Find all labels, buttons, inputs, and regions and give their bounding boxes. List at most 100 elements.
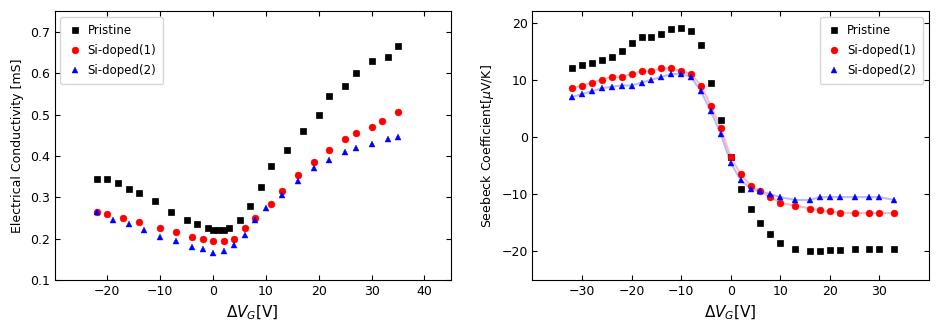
Pristine bbox=[112, 181, 123, 185]
Si-doped(2) bbox=[775, 195, 786, 199]
Si-doped(2) bbox=[139, 228, 150, 232]
Pristine bbox=[224, 226, 235, 230]
Si-doped(1) bbox=[596, 78, 607, 82]
Si-doped(1) bbox=[805, 206, 816, 210]
Si-doped(2) bbox=[824, 195, 836, 199]
Pristine bbox=[244, 203, 256, 207]
Pristine bbox=[392, 44, 403, 48]
Si-doped(2) bbox=[849, 195, 860, 199]
Si-doped(1) bbox=[196, 237, 208, 241]
Si-doped(1) bbox=[154, 226, 165, 230]
Si-doped(1) bbox=[735, 172, 746, 176]
Pristine bbox=[606, 55, 618, 59]
Si-doped(1) bbox=[239, 226, 250, 230]
Si-doped(2) bbox=[123, 222, 134, 226]
Si-doped(1) bbox=[864, 211, 875, 215]
Si-doped(2) bbox=[228, 243, 240, 247]
Pristine bbox=[313, 113, 324, 117]
Si-doped(1) bbox=[725, 155, 736, 159]
Si-doped(1) bbox=[366, 125, 377, 129]
Pristine bbox=[133, 191, 145, 195]
Si-doped(2) bbox=[705, 109, 716, 113]
Si-doped(2) bbox=[744, 186, 756, 190]
Si-doped(1) bbox=[755, 189, 766, 193]
Pristine bbox=[864, 247, 875, 251]
Pristine bbox=[685, 29, 697, 33]
Si-doped(2) bbox=[308, 166, 320, 170]
X-axis label: $\Delta V_G$[V]: $\Delta V_G$[V] bbox=[704, 303, 757, 322]
Si-doped(1) bbox=[567, 86, 578, 90]
Si-doped(1) bbox=[814, 208, 825, 212]
Si-doped(1) bbox=[626, 72, 637, 76]
Si-doped(1) bbox=[765, 195, 776, 199]
Si-doped(2) bbox=[208, 251, 219, 255]
Si-doped(1) bbox=[250, 216, 261, 220]
Si-doped(1) bbox=[228, 237, 240, 241]
Si-doped(2) bbox=[382, 138, 393, 142]
Pristine bbox=[596, 58, 607, 62]
Pristine bbox=[656, 32, 667, 36]
Si-doped(1) bbox=[102, 212, 113, 216]
Si-doped(1) bbox=[218, 239, 229, 243]
Pristine bbox=[790, 247, 801, 251]
Si-doped(1) bbox=[666, 66, 677, 70]
Pristine bbox=[281, 148, 292, 152]
Legend: Pristine, Si-doped(1), Si-doped(2): Pristine, Si-doped(1), Si-doped(2) bbox=[820, 17, 923, 84]
Si-doped(1) bbox=[587, 81, 598, 85]
Si-doped(2) bbox=[276, 193, 288, 197]
Y-axis label: Electrical Conductivity [mS]: Electrical Conductivity [mS] bbox=[11, 58, 24, 233]
Si-doped(2) bbox=[196, 247, 208, 251]
Si-doped(2) bbox=[755, 189, 766, 193]
Si-doped(2) bbox=[873, 195, 885, 199]
Si-doped(2) bbox=[805, 198, 816, 202]
Pristine bbox=[382, 55, 393, 59]
Pristine bbox=[587, 61, 598, 65]
Pristine bbox=[805, 249, 816, 253]
Pristine bbox=[814, 249, 825, 253]
Si-doped(2) bbox=[646, 78, 657, 82]
Si-doped(1) bbox=[186, 235, 197, 239]
Si-doped(2) bbox=[616, 84, 627, 88]
Pristine bbox=[765, 232, 776, 236]
Si-doped(1) bbox=[705, 104, 716, 108]
Si-doped(1) bbox=[323, 148, 335, 152]
Si-doped(2) bbox=[635, 81, 647, 85]
Si-doped(2) bbox=[339, 150, 351, 154]
Si-doped(2) bbox=[350, 146, 361, 150]
Pristine bbox=[91, 177, 102, 181]
Pristine bbox=[192, 222, 203, 226]
Pristine bbox=[218, 228, 229, 232]
Si-doped(1) bbox=[308, 160, 320, 164]
Si-doped(2) bbox=[292, 179, 304, 183]
Pristine bbox=[824, 248, 836, 252]
Si-doped(2) bbox=[656, 75, 667, 79]
Si-doped(2) bbox=[239, 232, 250, 236]
Pristine bbox=[297, 129, 308, 133]
Pristine bbox=[715, 118, 727, 122]
Si-doped(2) bbox=[666, 72, 677, 76]
Pristine bbox=[208, 228, 219, 232]
Line: Pristine: Pristine bbox=[569, 25, 898, 255]
Pristine bbox=[696, 43, 707, 47]
Pristine bbox=[102, 177, 113, 181]
X-axis label: $\Delta V_G$[V]: $\Delta V_G$[V] bbox=[227, 303, 279, 322]
Si-doped(2) bbox=[676, 72, 687, 76]
Si-doped(2) bbox=[814, 195, 825, 199]
Si-doped(1) bbox=[635, 69, 647, 73]
Pristine bbox=[123, 187, 134, 191]
Pristine bbox=[255, 185, 266, 189]
Si-doped(2) bbox=[323, 158, 335, 162]
Si-doped(2) bbox=[366, 142, 377, 146]
Pristine bbox=[635, 35, 647, 39]
Si-doped(1) bbox=[646, 69, 657, 73]
Pristine bbox=[705, 81, 716, 85]
Si-doped(2) bbox=[107, 218, 118, 222]
Si-doped(1) bbox=[676, 69, 687, 73]
Pristine bbox=[755, 221, 766, 225]
Si-doped(2) bbox=[685, 75, 697, 79]
Si-doped(2) bbox=[218, 249, 229, 253]
Si-doped(2) bbox=[888, 198, 900, 202]
Si-doped(1) bbox=[606, 75, 618, 79]
Si-doped(2) bbox=[864, 195, 875, 199]
Line: Si-doped(1): Si-doped(1) bbox=[93, 109, 401, 244]
